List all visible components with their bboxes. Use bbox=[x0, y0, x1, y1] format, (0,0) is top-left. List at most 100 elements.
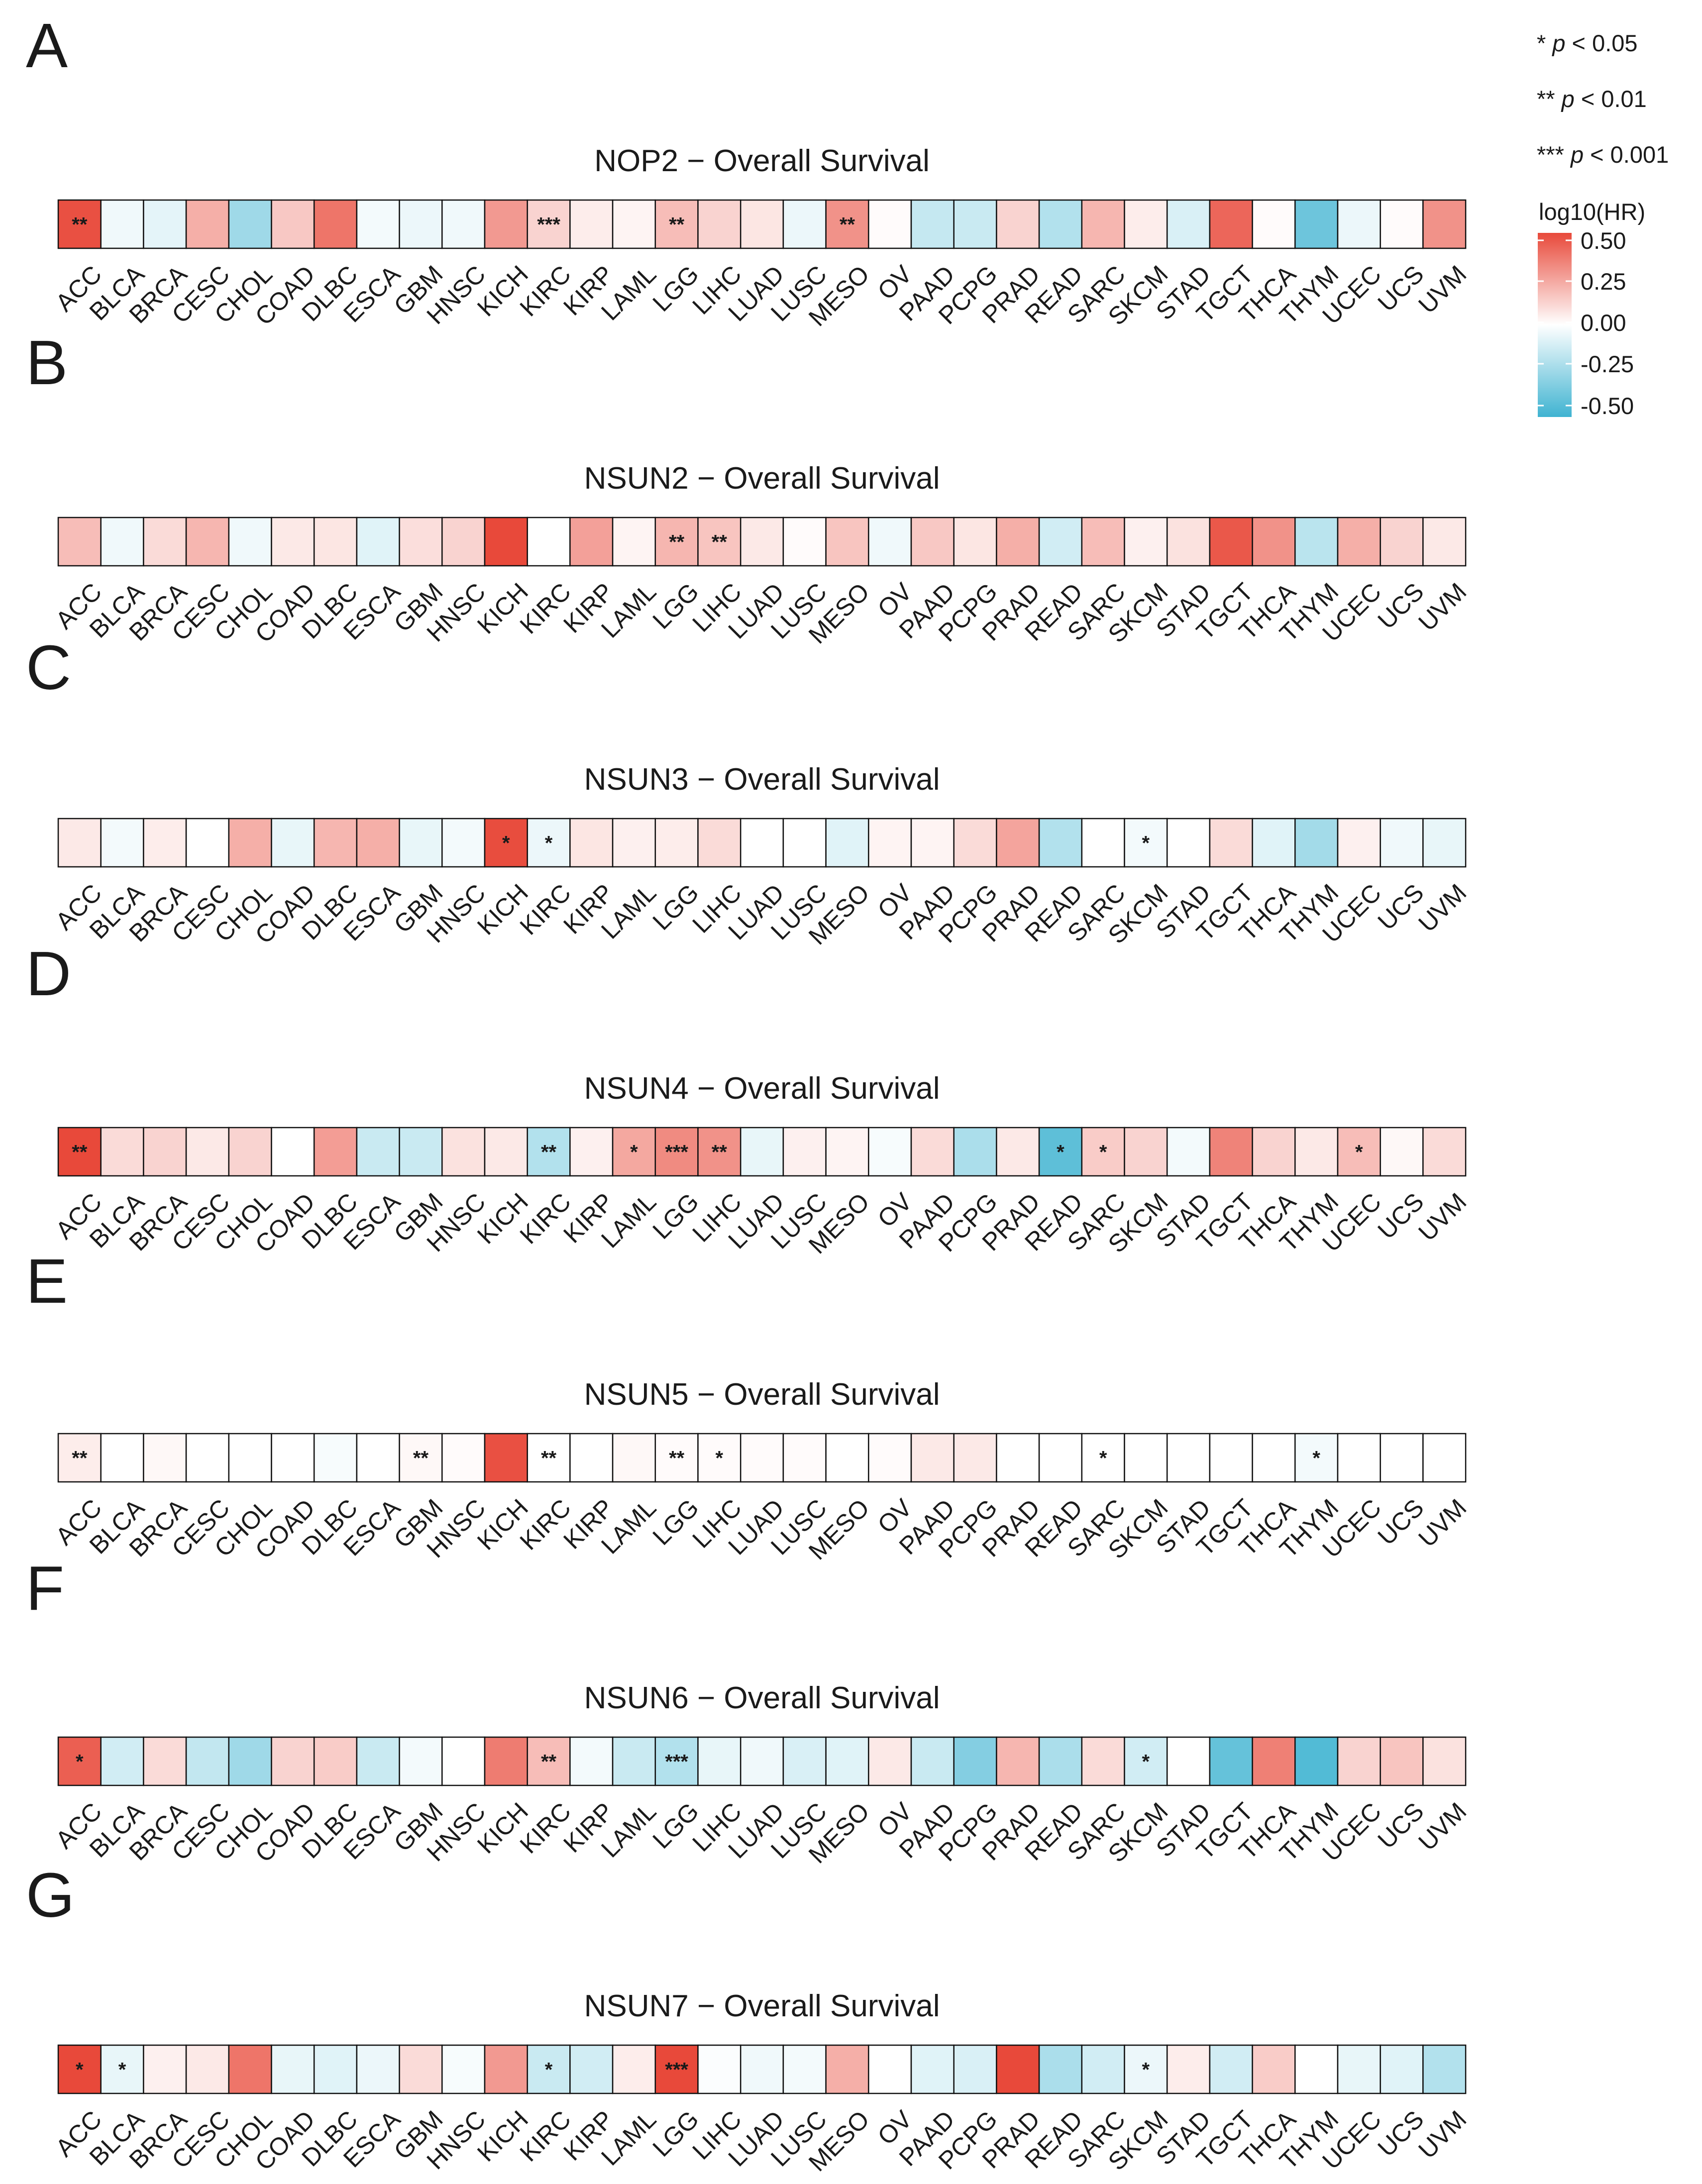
heatmap-cell-thca bbox=[1252, 1736, 1296, 1786]
heatmap-cell-meso bbox=[825, 1127, 869, 1177]
significance-legend-item: * p < 0.05 bbox=[1537, 30, 1638, 56]
heatmap-cell-luad bbox=[740, 199, 784, 249]
x-tick-label: KIRC bbox=[515, 1494, 576, 1556]
heatmap-cell-lgg bbox=[654, 517, 699, 567]
heatmap-cell-skcm bbox=[1124, 199, 1168, 249]
heatmap-cell-pcpg bbox=[953, 517, 997, 567]
heatmap-cell-brca bbox=[143, 1433, 187, 1483]
heatmap-cell-ucs bbox=[1380, 199, 1424, 249]
heatmap-cell-pcpg bbox=[953, 1736, 997, 1786]
heatmap-cell-lihc bbox=[697, 517, 742, 567]
heatmap-cell-thca bbox=[1252, 517, 1296, 567]
heatmap-cell-meso bbox=[825, 1433, 869, 1483]
heatmap-cell-gbm bbox=[399, 1433, 443, 1483]
x-tick-label: UVM bbox=[1413, 578, 1472, 636]
heatmap-cell-coad bbox=[271, 1127, 315, 1177]
heatmap-cell-tgct bbox=[1209, 1127, 1253, 1177]
legend-tick-label: -0.25 bbox=[1581, 351, 1634, 377]
heatmap-cell-dlbc bbox=[313, 517, 358, 567]
heatmap-cell-meso bbox=[825, 517, 869, 567]
heatmap-cell-lihc bbox=[697, 2044, 742, 2094]
significance-mark: ** bbox=[712, 1142, 728, 1163]
heatmap-cell-paad bbox=[910, 1433, 955, 1483]
heatmap-cell-ucs bbox=[1380, 1433, 1424, 1483]
heatmap-cell-tgct bbox=[1209, 818, 1253, 868]
significance-mark: ** bbox=[541, 1448, 557, 1469]
significance-mark: * bbox=[630, 1142, 638, 1163]
heatmap-cell-stad bbox=[1166, 2044, 1211, 2094]
heatmap-cell-dlbc bbox=[313, 199, 358, 249]
heatmap-cell-brca bbox=[143, 2044, 187, 2094]
heatmap-cell-ucs bbox=[1380, 818, 1424, 868]
heatmap-cell-pcpg bbox=[953, 1127, 997, 1177]
heatmap-cell-kich bbox=[484, 1736, 528, 1786]
legend: * p < 0.05 ** p < 0.01 *** p < 0.001 log10(… bbox=[1537, 30, 1669, 419]
heatmap-cell-esca bbox=[356, 517, 400, 567]
legend-tick-label: -0.50 bbox=[1581, 393, 1634, 419]
heatmap-cell-lihc bbox=[697, 1127, 742, 1177]
heatmap-cell-tgct bbox=[1209, 1736, 1253, 1786]
significance-mark: * bbox=[545, 2059, 553, 2081]
significance-mark: * bbox=[1099, 1448, 1107, 1469]
heatmap-cell-cesc bbox=[185, 2044, 230, 2094]
heatmap-cell-chol bbox=[228, 199, 272, 249]
heatmap-cell-cesc bbox=[185, 517, 230, 567]
heatmap-cell-ucs bbox=[1380, 517, 1424, 567]
heatmap-cell-stad bbox=[1166, 1433, 1211, 1483]
heatmap-cell-read bbox=[1038, 1433, 1083, 1483]
heatmap-cell-blca bbox=[100, 1736, 144, 1786]
heatmap-cell-ov bbox=[868, 1736, 912, 1786]
x-tick-label: UVM bbox=[1413, 1494, 1472, 1553]
heatmap-cell-meso bbox=[825, 818, 869, 868]
heatmap-cell-ucec bbox=[1337, 818, 1381, 868]
significance-mark: * bbox=[1099, 1142, 1107, 1163]
heatmap-cell-tgct bbox=[1209, 199, 1253, 249]
heatmap-cell-read bbox=[1038, 517, 1083, 567]
heatmap-cell-prad bbox=[996, 2044, 1040, 2094]
heatmap-cell-lusc bbox=[782, 818, 827, 868]
heatmap-cell-kirc bbox=[527, 517, 571, 567]
heatmap-cell-stad bbox=[1166, 517, 1211, 567]
heatmap-cell-lusc bbox=[782, 199, 827, 249]
heatmap-cell-sarc bbox=[1081, 1127, 1125, 1177]
heatmap-cell-coad bbox=[271, 199, 315, 249]
heatmap-cell-kich bbox=[484, 1433, 528, 1483]
heatmap-cell-laml bbox=[612, 1736, 656, 1786]
heatmap-cell-uvm bbox=[1422, 818, 1467, 868]
significance-mark: *** bbox=[537, 214, 560, 236]
heatmap-cell-uvm bbox=[1422, 2044, 1467, 2094]
heatmap-cell-chol bbox=[228, 1736, 272, 1786]
heatmap-cell-esca bbox=[356, 1736, 400, 1786]
panel-letter: C bbox=[26, 632, 71, 703]
heatmap-cell-ov bbox=[868, 1433, 912, 1483]
x-tick-label: UCS bbox=[1373, 2105, 1429, 2162]
panel-title: NSUN7 − Overall Survival bbox=[584, 1989, 940, 2023]
heatmap-cell-prad bbox=[996, 1433, 1040, 1483]
heatmap-cell-blca bbox=[100, 1433, 144, 1483]
heatmap-cell-coad bbox=[271, 1433, 315, 1483]
significance-mark: ** bbox=[669, 1448, 685, 1469]
significance-mark: ** bbox=[72, 1448, 88, 1469]
heatmap-cell-brca bbox=[143, 517, 187, 567]
heatmap-cell-hnsc bbox=[441, 517, 486, 567]
heatmap-cell-kirc bbox=[527, 1736, 571, 1786]
heatmap-cell-uvm bbox=[1422, 1433, 1467, 1483]
heatmap-cell-laml bbox=[612, 1127, 656, 1177]
x-tick-label: UVM bbox=[1413, 1188, 1472, 1247]
significance-mark: * bbox=[1142, 832, 1150, 854]
significance-mark: ** bbox=[72, 214, 88, 236]
heatmap-cell-acc bbox=[57, 2044, 102, 2094]
heatmap-cell-gbm bbox=[399, 199, 443, 249]
significance-mark: * bbox=[1057, 1142, 1064, 1163]
significance-mark: ** bbox=[413, 1448, 429, 1469]
heatmap-cell-blca bbox=[100, 1127, 144, 1177]
heatmap-cell-acc bbox=[57, 199, 102, 249]
heatmap-cell-pcpg bbox=[953, 818, 997, 868]
heatmap-cell-luad bbox=[740, 818, 784, 868]
significance-legend-item: *** p < 0.001 bbox=[1537, 141, 1669, 168]
heatmap-cell-esca bbox=[356, 1433, 400, 1483]
heatmap-cell-thca bbox=[1252, 2044, 1296, 2094]
heatmap-cell-chol bbox=[228, 1127, 272, 1177]
heatmap-cell-luad bbox=[740, 1433, 784, 1483]
